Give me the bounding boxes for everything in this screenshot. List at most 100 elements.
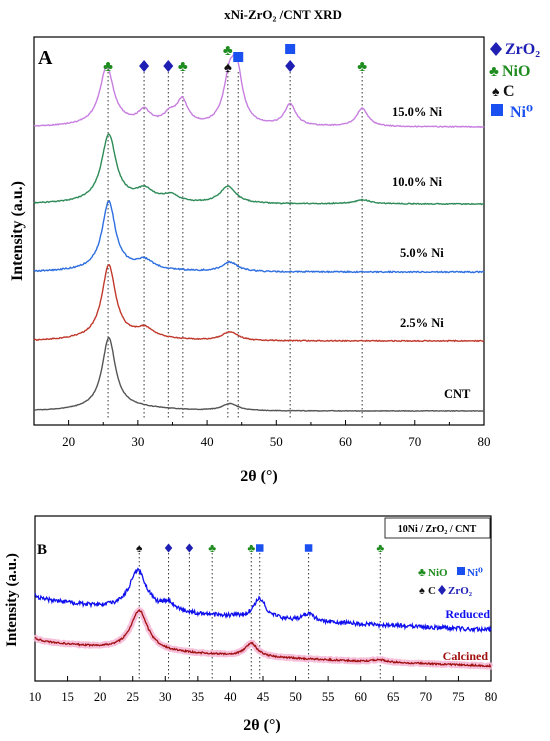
panel-a-x-ticks: 20 30 40 50 60 70 80 <box>33 420 491 449</box>
panel-b: B 10Ni / ZrO₂ / CNT ♠ ♣ ♣ ♣ Reduced Calcined… <box>4 515 498 734</box>
panel-b-y-label: Intensity (a.u.) <box>4 553 20 647</box>
panel-b-legend-box: 10Ni / ZrO₂ / CNT <box>384 517 491 539</box>
x-tick-label: 70 <box>408 434 421 449</box>
panel-b-legend-frame <box>384 517 491 539</box>
x-tick-label: 50 <box>289 690 302 704</box>
series-label: 5.0% Ni <box>400 246 444 260</box>
x-tick-label: 60 <box>354 690 367 704</box>
zro2-marker-icon <box>139 60 150 72</box>
x-tick-label: 15 <box>61 690 74 704</box>
x-tick-label: 20 <box>94 690 107 704</box>
panel-b-legend-title: 10Ni / ZrO₂ / CNT <box>398 524 477 535</box>
nio-marker-icon: ♣ <box>103 59 113 75</box>
series-label: Reduced <box>445 607 490 621</box>
panel-b-reference-lines <box>138 553 381 679</box>
legend-a-nio-label: NiO <box>502 63 530 80</box>
x-tick-label: 70 <box>420 690 433 704</box>
ni0-marker-icon <box>255 544 264 552</box>
nio-club-icon: ♣ <box>489 64 499 80</box>
carbon-spade-icon: ♠ <box>419 585 425 597</box>
series-line-cnt <box>33 336 485 413</box>
legend-a-zro2: ZrO₂ <box>490 41 540 58</box>
legend-b-ni0-label: Ni⁰ <box>467 567 483 579</box>
zro2-marker-icon <box>285 60 296 72</box>
series-label: 10.0% Ni <box>392 175 443 189</box>
panel-b-phase-legend: ♣ NiO Ni⁰ ♠ C ZrO₂ <box>418 565 483 597</box>
nio-marker-icon: ♣ <box>223 43 233 59</box>
panel-a-series-labels: 15.0% Ni 10.0% Ni 5.0% Ni 2.5% Ni CNT <box>392 105 471 401</box>
x-tick-label: 50 <box>270 434 283 449</box>
carbon-spade-icon: ♠ <box>492 85 500 100</box>
legend-b-c-label: C <box>428 585 436 597</box>
zro2-diamond-icon <box>490 42 502 56</box>
zro2-marker-icon <box>185 543 194 553</box>
ni0-marker-icon <box>304 544 313 552</box>
ni0-square-icon <box>457 567 465 575</box>
x-tick-label: 80 <box>478 434 491 449</box>
panel-a-traces <box>33 53 485 413</box>
figure-title: xNi-ZrO₂ /CNT XRD <box>224 7 342 22</box>
series-line-2-5-ni <box>33 264 485 343</box>
panel-b-letter: B <box>37 542 47 558</box>
series-label: 15.0% Ni <box>392 105 443 119</box>
zro2-marker-icon <box>164 543 173 553</box>
x-tick-label: 10 <box>29 690 42 704</box>
series-line-15-0-ni <box>33 53 485 129</box>
x-tick-label: 45 <box>257 690 270 704</box>
x-tick-label: 25 <box>126 690 139 704</box>
ni0-square-icon <box>491 104 503 116</box>
series-line-calcined <box>34 608 492 668</box>
panel-a-y-label: Intensity (a.u.) <box>9 181 26 281</box>
panel-b-traces <box>32 567 494 670</box>
legend-a-nio: ♣ NiO <box>489 63 530 80</box>
legend-b-nio-label: NiO <box>428 567 448 579</box>
legend-b-zro2-label: ZrO₂ <box>448 585 473 597</box>
c-marker-icon: ♠ <box>224 60 232 76</box>
nio-club-icon: ♣ <box>418 565 426 579</box>
nio-marker-icon: ♣ <box>247 541 255 555</box>
panel-b-phase-markers: ♠ ♣ ♣ ♣ <box>136 541 384 555</box>
legend-a-zro2-label: ZrO₂ <box>505 41 540 58</box>
panel-a-phase-markers: ♣ ♣♣♠ ♣ <box>103 43 367 76</box>
panel-a-legend: ZrO₂ ♣ NiO ♠ C Ni⁰ <box>489 41 540 121</box>
x-tick-label: 20 <box>62 434 75 449</box>
series-line-reduced <box>34 567 492 634</box>
series-label: Calcined <box>443 649 489 663</box>
nio-marker-icon: ♣ <box>208 541 216 555</box>
panel-b-x-ticks: 10 15 20 25 30 35 40 45 50 55 60 65 70 75 80 <box>29 676 498 704</box>
series-line-5-0-ni <box>33 199 485 274</box>
x-tick-label: 30 <box>131 434 144 449</box>
legend-a-c: ♠ C <box>492 83 515 100</box>
nio-marker-icon: ♣ <box>178 59 188 75</box>
zro2-diamond-icon <box>438 585 446 595</box>
series-halo <box>32 607 494 670</box>
x-tick-label: 65 <box>387 690 400 704</box>
panel-b-x-label: 2θ (°) <box>243 717 280 734</box>
nio-marker-icon: ♣ <box>376 541 384 555</box>
nio-marker-icon: ♣ <box>357 59 367 75</box>
c-marker-icon: ♠ <box>136 541 143 555</box>
ni0-marker-icon <box>233 52 244 62</box>
series-label: 2.5% Ni <box>400 316 444 330</box>
x-tick-label: 40 <box>201 434 214 449</box>
x-tick-label: 30 <box>159 690 172 704</box>
legend-a-ni0: Ni⁰ <box>491 104 533 121</box>
x-tick-label: 75 <box>452 690 465 704</box>
panel-a-letter: A <box>38 47 53 69</box>
x-tick-label: 40 <box>224 690 237 704</box>
series-label: CNT <box>444 387 471 401</box>
legend-a-c-label: C <box>503 83 515 100</box>
ni0-marker-icon <box>285 44 296 54</box>
series-line-10-0-ni <box>33 133 485 206</box>
panel-b-series-labels: Reduced Calcined <box>443 607 491 663</box>
x-tick-label: 35 <box>192 690 205 704</box>
panel-a-frame <box>33 36 485 426</box>
panel-a-x-label: 2θ (°) <box>240 468 277 485</box>
x-tick-label: 80 <box>485 690 498 704</box>
x-tick-label: 60 <box>339 434 352 449</box>
legend-a-ni0-label: Ni⁰ <box>510 104 533 121</box>
x-tick-label: 55 <box>322 690 335 704</box>
zro2-marker-icon <box>163 60 174 72</box>
